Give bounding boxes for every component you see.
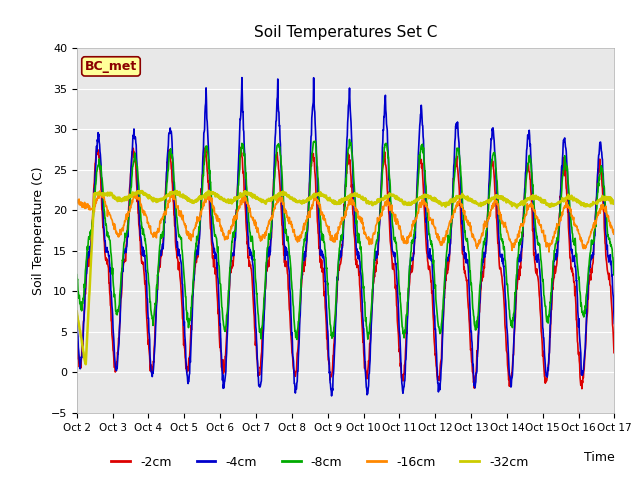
Title: Soil Temperatures Set C: Soil Temperatures Set C [254, 25, 437, 40]
Text: BC_met: BC_met [85, 60, 137, 73]
Y-axis label: Soil Temperature (C): Soil Temperature (C) [32, 166, 45, 295]
Legend: -2cm, -4cm, -8cm, -16cm, -32cm: -2cm, -4cm, -8cm, -16cm, -32cm [106, 451, 534, 474]
Text: Time: Time [584, 451, 614, 464]
